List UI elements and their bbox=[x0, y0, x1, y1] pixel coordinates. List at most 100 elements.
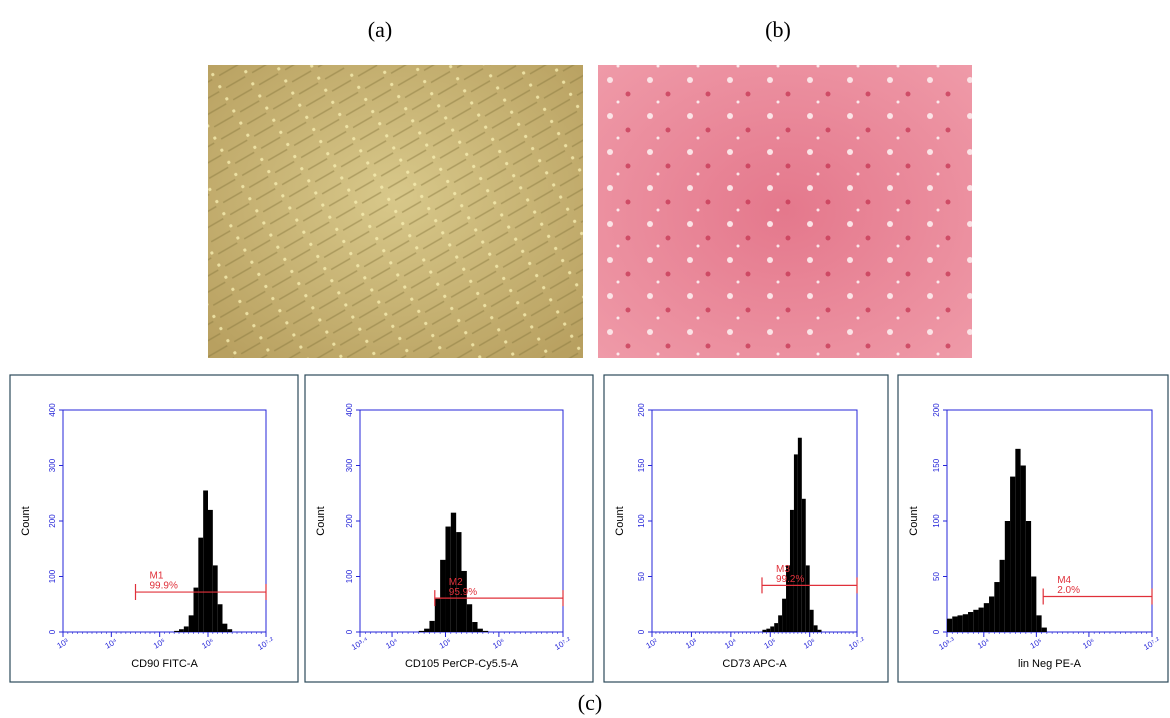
histogram-bar bbox=[782, 598, 787, 632]
histogram-bar bbox=[1015, 448, 1021, 632]
panel-label: (a) bbox=[368, 17, 392, 42]
stained-texture bbox=[598, 65, 972, 358]
gate-percent: 95.9% bbox=[449, 587, 477, 598]
panel-frame bbox=[897, 374, 1169, 683]
x-tick-label: 10⁵ bbox=[152, 637, 167, 651]
gate-percent: 99.9% bbox=[150, 581, 178, 592]
gate-marker bbox=[761, 577, 858, 594]
y-tick-label: 50 bbox=[637, 572, 646, 581]
gate-name: M2 bbox=[449, 577, 463, 588]
y-tick-label: 200 bbox=[48, 514, 57, 528]
histogram-bar bbox=[1025, 521, 1032, 632]
histogram-bar bbox=[809, 609, 814, 632]
plot-frame bbox=[651, 409, 858, 633]
y-tick-label: 0 bbox=[48, 629, 57, 634]
histogram-bar bbox=[957, 615, 963, 632]
histogram-bar bbox=[183, 626, 189, 632]
histogram-bar bbox=[762, 629, 767, 632]
y-axis-label: Count bbox=[20, 506, 32, 535]
histogram-bar bbox=[778, 615, 783, 632]
y-tick-label: 100 bbox=[48, 569, 57, 583]
y-tick-label: 300 bbox=[345, 458, 354, 472]
histogram-bar bbox=[983, 603, 990, 632]
histogram-bar bbox=[947, 618, 953, 632]
histogram-bar bbox=[179, 629, 184, 632]
x-tick-label: 10⁴ bbox=[723, 636, 739, 650]
histogram-bar bbox=[774, 623, 779, 632]
histogram-bar bbox=[456, 532, 462, 632]
plot-frame bbox=[946, 409, 1153, 633]
histogram-bar bbox=[999, 559, 1005, 632]
y-axis-label: Count bbox=[315, 506, 327, 535]
micrograph-texture bbox=[208, 65, 583, 358]
x-tick-label: 10⁶ bbox=[1081, 637, 1096, 651]
histogram-bar bbox=[813, 625, 818, 632]
panel-label: (b) bbox=[765, 17, 791, 42]
gate-marker bbox=[1042, 588, 1153, 605]
histogram-bar bbox=[203, 490, 208, 632]
gate-name: M4 bbox=[1057, 575, 1071, 586]
histogram-bar bbox=[217, 604, 223, 632]
histogram-bar bbox=[801, 498, 806, 632]
x-axis-label: CD90 FITC-A bbox=[131, 658, 198, 670]
x-tick-label: 10³ bbox=[56, 637, 71, 651]
gate-percent: 99.2% bbox=[776, 574, 804, 585]
x-tick-label: 10³·⁴ bbox=[350, 635, 370, 652]
histogram-bar bbox=[188, 615, 194, 632]
histogram-bar bbox=[208, 509, 213, 632]
histogram-bar bbox=[1036, 615, 1042, 632]
y-tick-label: 150 bbox=[637, 458, 646, 472]
x-tick-label: 10⁷·² bbox=[847, 635, 867, 652]
x-tick-label: 10⁴ bbox=[976, 636, 992, 650]
histogram-bar bbox=[786, 565, 790, 632]
histogram-bar bbox=[429, 620, 435, 632]
x-axis-label: CD73 APC-A bbox=[722, 658, 787, 670]
histogram-bar bbox=[1031, 576, 1037, 632]
histogram-bar bbox=[962, 614, 969, 632]
y-axis-label: Count bbox=[614, 506, 626, 535]
x-tick-label: 10⁵ bbox=[438, 637, 453, 651]
histogram-bar bbox=[440, 559, 446, 632]
x-tick-label: 10⁶ bbox=[200, 637, 215, 651]
gate-name: M3 bbox=[776, 564, 790, 575]
x-tick-label: 10⁷·² bbox=[256, 635, 276, 652]
histogram-bar bbox=[212, 565, 218, 632]
histogram-bar bbox=[989, 596, 995, 632]
histogram-bar bbox=[424, 628, 430, 632]
histogram-bar bbox=[952, 616, 958, 632]
x-axis-label: CD105 PerCP-Cy5.5-A bbox=[405, 658, 519, 670]
y-tick-label: 200 bbox=[637, 403, 646, 417]
x-tick-label: 10⁷·² bbox=[1142, 635, 1162, 652]
histogram-bar bbox=[222, 623, 228, 632]
y-tick-label: 0 bbox=[637, 629, 646, 634]
x-tick-label: 10³·³ bbox=[937, 635, 956, 651]
histogram-bar bbox=[1041, 627, 1047, 632]
histogram-bar bbox=[434, 598, 441, 632]
x-tick-label: 10⁵ bbox=[1029, 637, 1044, 651]
x-tick-label: 10⁶ bbox=[802, 637, 817, 651]
histogram-bar bbox=[978, 607, 984, 632]
histogram-bar bbox=[472, 622, 478, 632]
histogram-bar bbox=[797, 437, 802, 632]
histogram-bar bbox=[482, 630, 489, 632]
panel-frame bbox=[603, 374, 889, 683]
plot-frame bbox=[62, 409, 267, 633]
histogram-bar bbox=[445, 526, 451, 632]
histogram-bar bbox=[968, 612, 974, 632]
histogram-bar bbox=[466, 604, 473, 632]
histogram-bar bbox=[193, 587, 199, 632]
panel-frame bbox=[9, 374, 299, 683]
histogram-bar bbox=[461, 570, 467, 632]
x-tick-label: 10⁵ bbox=[763, 637, 778, 651]
histogram-bar bbox=[817, 629, 822, 632]
y-tick-label: 100 bbox=[932, 514, 941, 528]
y-tick-label: 0 bbox=[932, 629, 941, 634]
x-tick-label: 10⁴ bbox=[384, 636, 400, 650]
histogram-bar bbox=[805, 565, 810, 632]
y-tick-label: 0 bbox=[345, 629, 354, 634]
histogram-bar bbox=[450, 512, 457, 632]
histogram-bar bbox=[174, 630, 179, 632]
x-tick-label: 10³ bbox=[684, 637, 699, 651]
y-tick-label: 400 bbox=[345, 403, 354, 417]
